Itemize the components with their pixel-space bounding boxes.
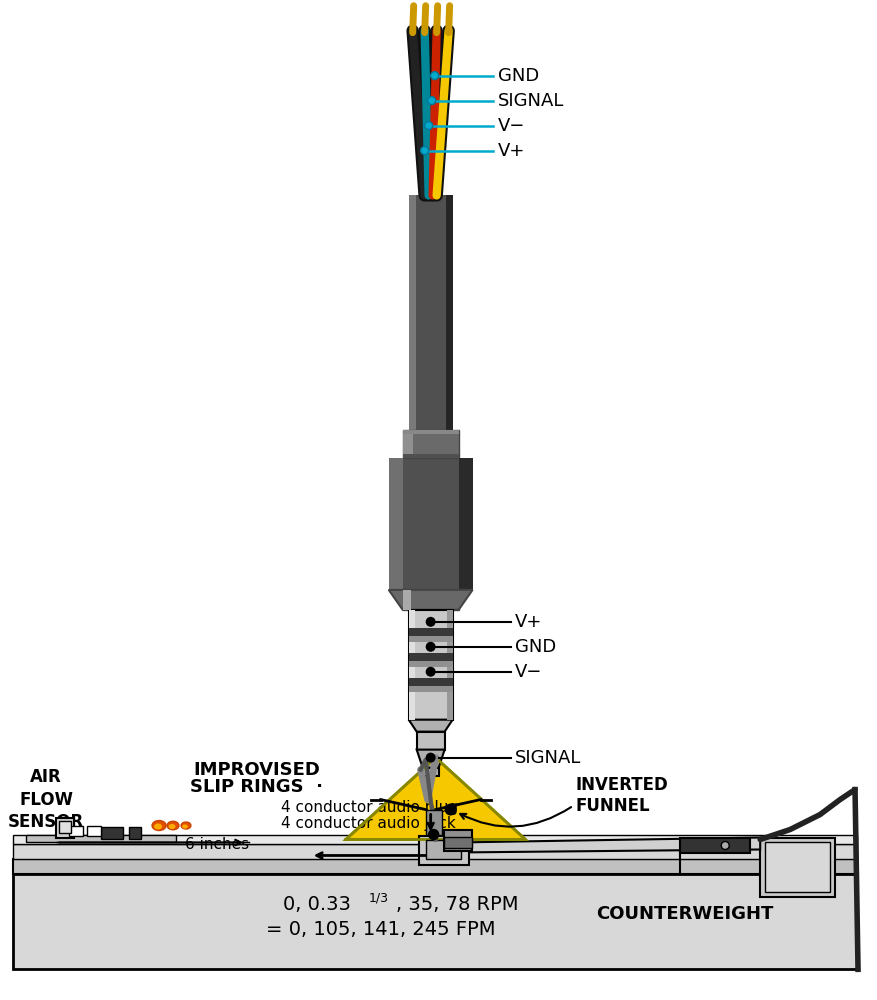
- Circle shape: [420, 147, 428, 155]
- Text: GND: GND: [497, 67, 538, 85]
- Bar: [59, 821, 71, 833]
- Bar: [26, 835, 175, 842]
- Bar: [87, 826, 101, 836]
- Bar: [446, 195, 453, 430]
- Bar: [418, 836, 468, 865]
- Circle shape: [425, 617, 435, 627]
- Polygon shape: [408, 720, 453, 732]
- Bar: [443, 837, 471, 848]
- Bar: [408, 195, 415, 430]
- Bar: [408, 628, 453, 636]
- Circle shape: [425, 642, 435, 652]
- Polygon shape: [417, 750, 444, 768]
- Bar: [425, 840, 460, 859]
- Circle shape: [424, 122, 432, 130]
- Circle shape: [720, 842, 729, 849]
- Bar: [408, 678, 453, 686]
- Ellipse shape: [167, 821, 179, 830]
- Bar: [680, 838, 749, 853]
- Text: SLIP RINGS  ·: SLIP RINGS ·: [190, 778, 323, 796]
- Text: 4 conductor audio jack: 4 conductor audio jack: [281, 816, 455, 831]
- Bar: [403, 430, 458, 434]
- Bar: [13, 874, 856, 969]
- Bar: [389, 458, 403, 590]
- Text: = 0, 105, 141, 245 FPM: = 0, 105, 141, 245 FPM: [266, 920, 495, 939]
- Bar: [13, 844, 856, 859]
- Text: IMPROVISED: IMPROVISED: [193, 761, 320, 779]
- Bar: [403, 430, 458, 458]
- Polygon shape: [455, 838, 759, 852]
- Polygon shape: [346, 758, 525, 840]
- Text: 6 inches: 6 inches: [184, 837, 249, 852]
- Bar: [410, 195, 450, 430]
- Circle shape: [427, 97, 435, 105]
- Bar: [408, 610, 414, 720]
- Bar: [403, 430, 412, 458]
- Ellipse shape: [152, 821, 166, 831]
- Text: V−: V−: [497, 117, 524, 135]
- Circle shape: [425, 753, 435, 763]
- Text: 0, 0.33: 0, 0.33: [282, 895, 351, 914]
- Bar: [408, 686, 453, 692]
- Bar: [408, 610, 453, 720]
- Circle shape: [430, 72, 438, 80]
- Bar: [446, 610, 453, 720]
- Ellipse shape: [181, 822, 190, 829]
- Bar: [759, 838, 834, 897]
- Text: SIGNAL: SIGNAL: [497, 92, 563, 110]
- Circle shape: [428, 830, 438, 840]
- Ellipse shape: [153, 824, 162, 830]
- Bar: [13, 859, 856, 874]
- Bar: [56, 818, 74, 838]
- Bar: [101, 827, 123, 839]
- Bar: [13, 835, 856, 844]
- Text: COUNTERWEIGHT: COUNTERWEIGHT: [595, 905, 774, 923]
- Bar: [69, 826, 83, 836]
- Bar: [458, 458, 472, 590]
- Ellipse shape: [168, 824, 175, 829]
- Bar: [764, 842, 829, 892]
- Text: SIGNAL: SIGNAL: [514, 749, 581, 767]
- Bar: [425, 810, 441, 835]
- Bar: [417, 732, 444, 750]
- Bar: [443, 830, 471, 851]
- Text: INVERTED
FUNNEL: INVERTED FUNNEL: [574, 776, 667, 815]
- Bar: [403, 454, 458, 458]
- Text: GND: GND: [514, 638, 555, 656]
- Bar: [408, 653, 453, 661]
- Bar: [389, 458, 472, 590]
- Text: 4 conductor audio plug: 4 conductor audio plug: [281, 800, 458, 815]
- Text: 1/3: 1/3: [368, 892, 389, 905]
- Text: V+: V+: [514, 613, 541, 631]
- Bar: [390, 458, 470, 590]
- Bar: [403, 590, 458, 610]
- Circle shape: [444, 804, 456, 816]
- Text: , 35, 78 RPM: , 35, 78 RPM: [396, 895, 517, 914]
- Circle shape: [425, 667, 435, 677]
- Bar: [408, 636, 453, 642]
- Text: V−: V−: [514, 663, 541, 681]
- Bar: [408, 661, 453, 667]
- Ellipse shape: [182, 824, 188, 829]
- Bar: [129, 827, 141, 839]
- Text: V+: V+: [497, 142, 524, 160]
- Bar: [422, 768, 438, 776]
- Text: AIR
FLOW
SENSOR: AIR FLOW SENSOR: [8, 768, 84, 831]
- Polygon shape: [389, 590, 472, 610]
- Bar: [403, 590, 410, 610]
- Bar: [408, 195, 453, 430]
